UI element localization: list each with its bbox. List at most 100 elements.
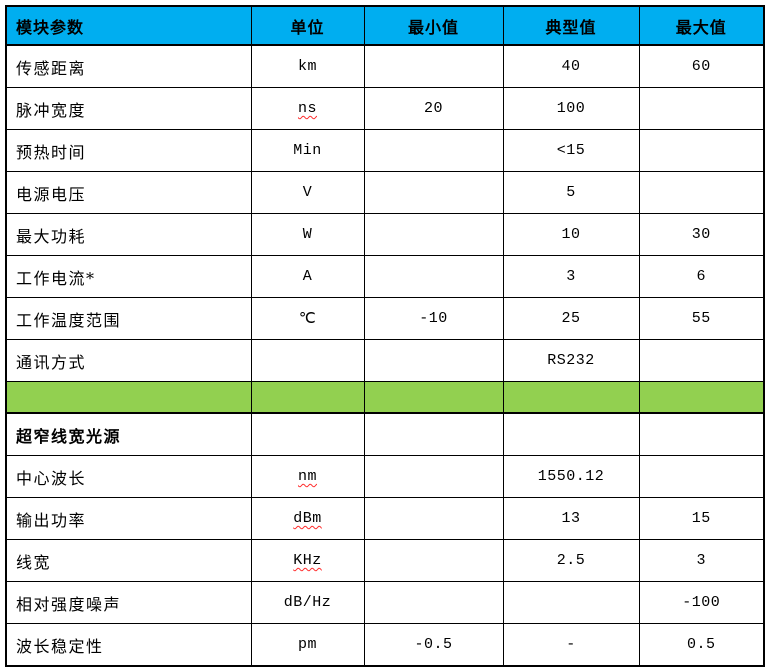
column-header-typical: 典型值 <box>502 5 640 46</box>
min-cell <box>363 255 504 298</box>
divider-cell <box>250 381 365 414</box>
table-row: 中心波长 nm 1550.12 <box>5 455 765 498</box>
max-cell <box>638 129 765 172</box>
typical-cell: 5 <box>502 171 640 214</box>
table-row: 电源电压 V 5 <box>5 171 765 214</box>
max-cell: 6 <box>638 255 765 298</box>
min-cell <box>363 497 504 540</box>
param-cell: 相对强度噪声 <box>5 581 252 624</box>
unit-cell: A <box>250 255 365 298</box>
typical-cell: 3 <box>502 255 640 298</box>
table-header-row: 模块参数 单位 最小值 典型值 最大值 <box>5 5 765 46</box>
param-cell: 工作温度范围 <box>5 297 252 340</box>
min-cell <box>363 412 504 456</box>
param-cell: 输出功率 <box>5 497 252 540</box>
param-cell: 最大功耗 <box>5 213 252 256</box>
misspelled-unit: dBm <box>293 510 322 527</box>
unit-cell: dB/Hz <box>250 581 365 624</box>
min-cell <box>363 539 504 582</box>
min-cell <box>363 171 504 214</box>
unit-cell: nm <box>250 455 365 498</box>
divider-cell <box>638 381 765 414</box>
unit-cell: km <box>250 44 365 88</box>
table-row: 预热时间 Min <15 <box>5 129 765 172</box>
unit-cell: dBm <box>250 497 365 540</box>
table-row: 波长稳定性 pm -0.5 - 0.5 <box>5 623 765 667</box>
typical-cell: 2.5 <box>502 539 640 582</box>
table-row: 输出功率 dBm 13 15 <box>5 497 765 540</box>
max-cell <box>638 455 765 498</box>
typical-cell <box>502 412 640 456</box>
param-cell: 传感距离 <box>5 44 252 88</box>
param-cell: 中心波长 <box>5 455 252 498</box>
min-cell <box>363 213 504 256</box>
divider-cell <box>502 381 640 414</box>
misspelled-unit: nm <box>297 468 317 485</box>
min-cell: -10 <box>363 297 504 340</box>
divider-row <box>5 381 765 414</box>
unit-cell: ℃ <box>250 297 365 340</box>
param-cell: 预热时间 <box>5 129 252 172</box>
column-header-max: 最大值 <box>638 5 765 46</box>
column-header-param: 模块参数 <box>5 5 252 46</box>
max-cell: -100 <box>638 581 765 624</box>
max-cell <box>638 412 765 456</box>
min-cell <box>363 44 504 88</box>
param-cell: 电源电压 <box>5 171 252 214</box>
max-cell: 60 <box>638 44 765 88</box>
max-cell <box>638 339 765 382</box>
param-cell: 线宽 <box>5 539 252 582</box>
min-cell: -0.5 <box>363 623 504 667</box>
unit-cell: ns <box>250 87 365 130</box>
divider-cell <box>363 381 504 414</box>
max-cell: 15 <box>638 497 765 540</box>
table-row: 通讯方式 RS232 <box>5 339 765 382</box>
param-cell: 工作电流* <box>5 255 252 298</box>
min-cell: 20 <box>363 87 504 130</box>
unit-cell <box>250 339 365 382</box>
max-cell: 55 <box>638 297 765 340</box>
unit-cell <box>250 412 365 456</box>
typical-cell: 100 <box>502 87 640 130</box>
module-parameters-table: 模块参数 单位 最小值 典型值 最大值 传感距离 km 40 60 脉冲宽度 n… <box>5 5 765 667</box>
table-row: 传感距离 km 40 60 <box>5 44 765 88</box>
table-row: 最大功耗 W 10 30 <box>5 213 765 256</box>
typical-cell: 40 <box>502 44 640 88</box>
unit-cell: pm <box>250 623 365 667</box>
typical-cell: 10 <box>502 213 640 256</box>
table-row: 脉冲宽度 ns 20 100 <box>5 87 765 130</box>
table-row: 工作温度范围 ℃ -10 25 55 <box>5 297 765 340</box>
param-cell: 波长稳定性 <box>5 623 252 667</box>
typical-cell <box>502 581 640 624</box>
misspelled-unit: ns <box>297 100 317 117</box>
typical-cell: 25 <box>502 297 640 340</box>
section-header-row: 超窄线宽光源 <box>5 412 765 456</box>
min-cell <box>363 581 504 624</box>
section-title-cell: 超窄线宽光源 <box>5 412 252 456</box>
typical-cell: 13 <box>502 497 640 540</box>
max-cell <box>638 171 765 214</box>
column-header-unit: 单位 <box>250 5 365 46</box>
typical-cell: - <box>502 623 640 667</box>
min-cell <box>363 455 504 498</box>
param-cell: 脉冲宽度 <box>5 87 252 130</box>
typical-cell: <15 <box>502 129 640 172</box>
table-row: 相对强度噪声 dB/Hz -100 <box>5 581 765 624</box>
misspelled-unit: KHz <box>293 552 322 569</box>
param-cell: 通讯方式 <box>5 339 252 382</box>
unit-cell: Min <box>250 129 365 172</box>
divider-cell <box>5 381 252 414</box>
table-row: 工作电流* A 3 6 <box>5 255 765 298</box>
typical-cell: 1550.12 <box>502 455 640 498</box>
unit-cell: W <box>250 213 365 256</box>
min-cell <box>363 129 504 172</box>
table-row: 线宽 KHz 2.5 3 <box>5 539 765 582</box>
min-cell <box>363 339 504 382</box>
unit-cell: KHz <box>250 539 365 582</box>
unit-cell: V <box>250 171 365 214</box>
max-cell <box>638 87 765 130</box>
max-cell: 3 <box>638 539 765 582</box>
max-cell: 0.5 <box>638 623 765 667</box>
column-header-min: 最小值 <box>363 5 504 46</box>
